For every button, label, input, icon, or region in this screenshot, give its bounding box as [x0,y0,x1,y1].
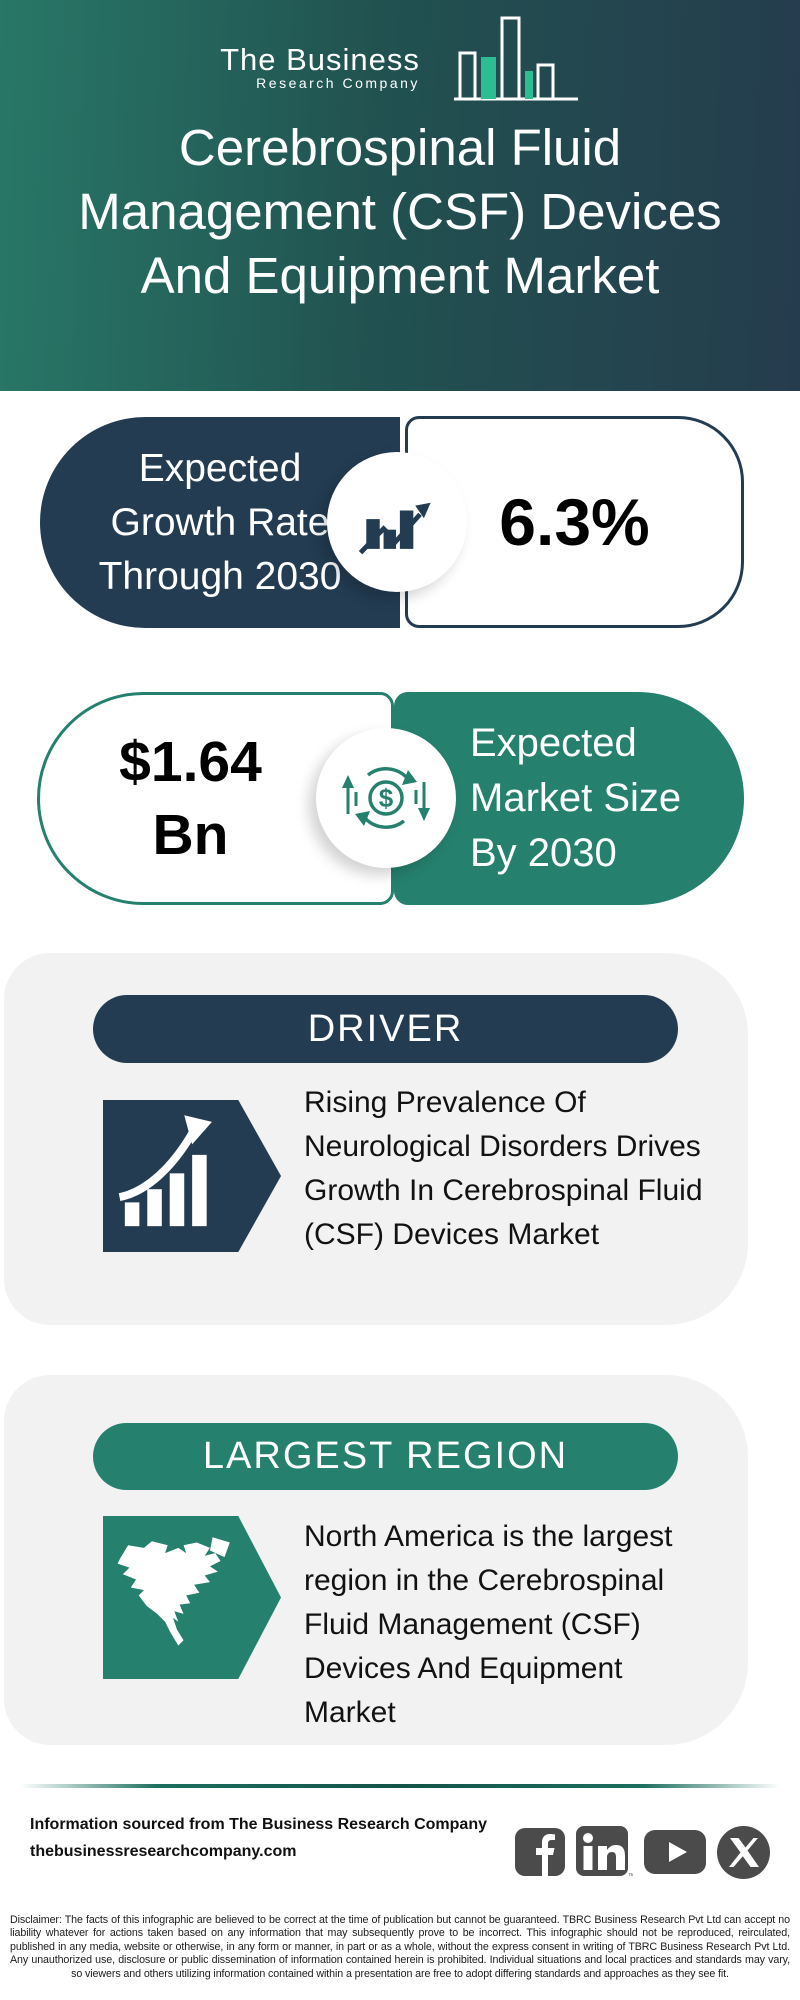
facebook-icon[interactable] [515,1828,565,1876]
x-icon[interactable] [717,1825,770,1879]
source-attribution: Information sourced from The Business Re… [30,1816,487,1833]
market-label-line2: Market Size [470,776,682,820]
growth-label-line2: Growth Rate [110,500,330,544]
youtube-icon[interactable] [644,1830,706,1874]
market-label-line1: Expected [470,721,637,765]
north-america-map-icon [103,1516,281,1679]
header-banner: The Business Research Company Cerebrospi… [0,0,800,391]
bar-chart-logo-icon [430,15,580,106]
linkedin-icon[interactable]: ™ [576,1825,633,1879]
company-logo: The Business Research Company [0,15,800,106]
market-label-line3: By 2030 [470,831,617,875]
region-text-line3: Fluid Management (CSF) [304,1608,641,1641]
title-line-1: Cerebrospinal Fluid [178,119,622,176]
region-text-line1: North America is the largest [304,1520,673,1553]
svg-text:$: $ [379,783,394,813]
region-text: North America is the largest region in t… [304,1515,734,1735]
market-size-label: Expected Market Size By 2030 [394,692,744,905]
largest-region-section: LARGEST REGION North America is the larg… [4,1375,748,1745]
page-title: Cerebrospinal Fluid Management (CSF) Dev… [0,116,800,308]
driver-text: Rising Prevalence Of Neurological Disord… [304,1081,734,1257]
growth-bars-arrow-icon [103,1100,281,1252]
footer-divider [20,1784,780,1788]
dollar-exchange-icon: $ [316,728,456,868]
growth-rate-percent: 6.3% [499,485,650,559]
growth-label-line1: Expected [138,446,302,490]
region-text-line2: region in the Cerebrospinal [304,1564,665,1597]
region-heading: LARGEST REGION [202,1435,569,1477]
driver-text-line3: Growth In Cerebrospinal Fluid [304,1174,703,1207]
logo-name-line1: The Business [220,42,420,77]
driver-heading: DRIVER [307,1007,464,1050]
growth-label-line3: Through 2030 [98,554,342,598]
driver-section: DRIVER Rising Prevalence Of Neurological… [4,953,748,1325]
social-icons-row: ™ [515,1822,770,1882]
company-logo-text: The Business Research Company [220,42,420,106]
driver-text-line2: Neurological Disorders Drives [304,1130,701,1163]
region-heading-pill: LARGEST REGION [93,1423,678,1490]
driver-heading-pill: DRIVER [93,995,678,1063]
svg-text:™: ™ [628,1873,633,1879]
growth-trend-icon [327,452,467,592]
title-line-2: Management (CSF) Devices [78,183,722,240]
title-line-3: And Equipment Market [140,247,660,304]
website-link[interactable]: thebusinessresearchcompany.com [30,1843,297,1860]
logo-name-line2: Research Company [256,75,420,91]
disclaimer-text: Disclaimer: The facts of this infographi… [10,1913,790,1981]
region-text-line5: Market [304,1696,396,1729]
market-size-unit: Bn [152,802,229,867]
driver-text-line1: Rising Prevalence Of [304,1086,586,1119]
region-text-line4: Devices And Equipment [304,1652,623,1685]
driver-text-line4: (CSF) Devices Market [304,1218,600,1251]
market-size-amount: $1.64 [119,729,262,794]
